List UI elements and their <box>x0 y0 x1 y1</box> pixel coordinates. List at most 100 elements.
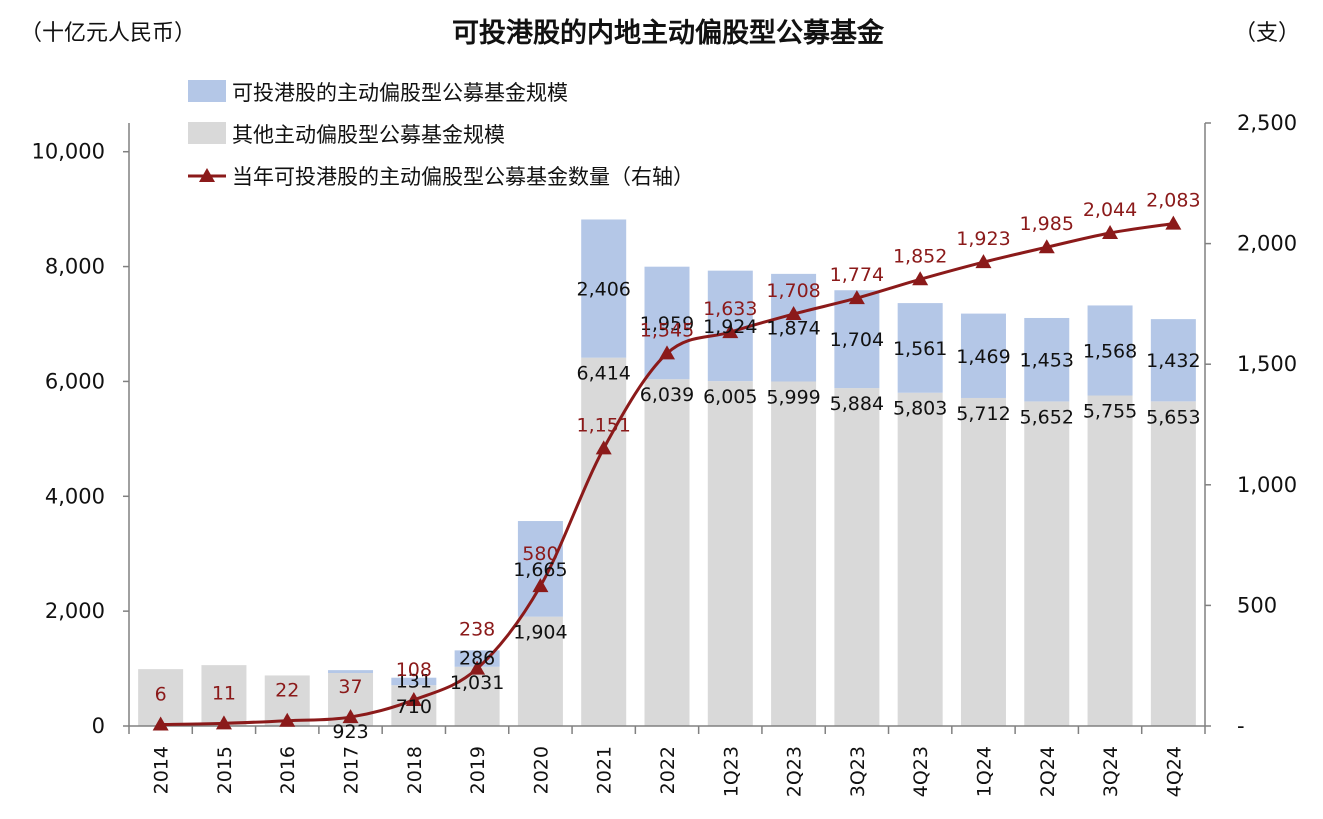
count-marker-2018 <box>405 691 422 706</box>
legend-swatch-0 <box>188 122 226 144</box>
label-other-2018: 710 <box>396 696 432 718</box>
label-count-2020: 580 <box>522 543 558 565</box>
label-hk-2021: 2,406 <box>577 279 631 301</box>
x-tick-label: 2022 <box>657 746 679 794</box>
label-count-1Q24: 1,923 <box>956 228 1010 250</box>
label-hk-2Q23: 1,874 <box>766 318 820 340</box>
left-tick-label: 8,000 <box>45 255 105 279</box>
x-tick-label: 2016 <box>277 746 299 794</box>
count-marker-4Q23 <box>912 271 929 286</box>
bar-hk-1Q24 <box>960 313 1006 398</box>
count-marker-2016 <box>279 712 296 727</box>
legend-label-2: 当年可投港股的主动偏股型公募基金数量（右轴） <box>232 165 694 189</box>
chart-title: 可投港股的内地主动偏股型公募基金 <box>452 17 885 49</box>
label-count-2015: 11 <box>212 682 236 704</box>
x-tick-label: 4Q24 <box>1163 746 1185 797</box>
x-tick-label: 2015 <box>214 746 236 794</box>
count-line <box>152 215 1182 731</box>
bar-other-2014 <box>138 669 184 726</box>
label-hk-2020: 1,665 <box>513 559 567 581</box>
left-tick-label: 0 <box>92 714 105 738</box>
label-hk-1Q23: 1,924 <box>703 316 757 338</box>
x-tick-label: 2Q23 <box>784 746 806 797</box>
label-other-2020: 1,904 <box>513 622 567 644</box>
bar-other-2022 <box>644 379 690 726</box>
count-marker-2022 <box>659 345 675 360</box>
count-marker-2021 <box>595 440 612 455</box>
right-tick-label: 500 <box>1237 593 1277 617</box>
label-other-2019: 1,031 <box>450 672 504 694</box>
bar-hk-3Q23 <box>834 290 880 389</box>
x-tick-label: 2Q24 <box>1037 746 1059 797</box>
count-marker-3Q24 <box>1102 224 1119 239</box>
bar-other-3Q23 <box>834 388 880 726</box>
bar-hk-2017 <box>328 670 374 673</box>
legend-swatch-1 <box>188 80 226 102</box>
legend: 可投港股的主动偏股型公募基金规模其他主动偏股型公募基金规模当年可投港股的主动偏股… <box>188 80 694 189</box>
count-marker-4Q24 <box>1165 215 1182 230</box>
bar-hk-3Q24 <box>1087 305 1133 396</box>
label-hk-1Q24: 1,469 <box>956 346 1010 368</box>
x-tick-label: 2017 <box>341 746 363 794</box>
count-marker-2020 <box>532 578 549 593</box>
label-count-3Q24: 2,044 <box>1083 199 1137 221</box>
bar-hk-2022 <box>644 266 690 380</box>
label-other-3Q24: 5,755 <box>1083 400 1137 422</box>
label-count-2Q24: 1,985 <box>1020 213 1074 235</box>
bar-other-4Q23 <box>897 392 943 726</box>
right-tick-label: - <box>1237 714 1245 738</box>
label-count-2022: 1,545 <box>640 319 694 341</box>
legend-line-marker <box>199 168 215 182</box>
right-tick-label: 1,500 <box>1237 352 1297 376</box>
count-marker-2019 <box>469 660 486 675</box>
bar-other-3Q24 <box>1087 395 1133 726</box>
label-count-2017: 37 <box>338 676 362 698</box>
bar-other-2Q23 <box>771 381 817 726</box>
bar-other-1Q23 <box>707 381 753 726</box>
count-marker-1Q24 <box>975 254 992 269</box>
bar-hk-2Q24 <box>1024 317 1070 402</box>
label-hk-3Q24: 1,568 <box>1083 340 1137 362</box>
label-other-4Q24: 5,653 <box>1146 406 1200 428</box>
label-count-4Q24: 2,083 <box>1146 190 1200 212</box>
bar-hk-4Q23 <box>897 303 943 393</box>
x-tick-label: 1Q23 <box>720 746 742 797</box>
bar-other-2020 <box>517 616 563 726</box>
legend-label-0: 其他主动偏股型公募基金规模 <box>232 123 505 147</box>
label-other-3Q23: 5,884 <box>830 393 884 415</box>
label-count-2019: 238 <box>459 619 495 641</box>
label-hk-2022: 1,959 <box>640 313 694 335</box>
x-tick-label: 3Q23 <box>847 746 869 797</box>
count-marker-2Q24 <box>1038 239 1055 254</box>
bar-hk-2021 <box>581 219 627 358</box>
axes: 0 2,000 4,000 6,000 8,000 10,000 - 500 1,000 1,50… <box>32 111 1298 797</box>
label-count-3Q23: 1,774 <box>830 264 884 286</box>
label-other-1Q24: 5,712 <box>956 403 1010 425</box>
label-count-1Q23: 1,633 <box>703 298 757 320</box>
right-tick-label: 1,000 <box>1237 473 1297 497</box>
label-hk-2Q24: 1,453 <box>1020 350 1074 372</box>
label-hk-4Q24: 1,432 <box>1146 350 1200 372</box>
count-marker-2015 <box>215 715 232 730</box>
bar-other-2Q24 <box>1024 401 1070 726</box>
x-tick-label: 1Q24 <box>973 746 995 797</box>
count-marker-2017 <box>342 709 359 724</box>
bar-hk-4Q24 <box>1150 319 1196 402</box>
x-tick-label: 2018 <box>404 746 426 794</box>
label-count-2021: 1,151 <box>577 414 631 436</box>
right-axis-unit: （支） <box>1234 21 1300 46</box>
count-marker-1Q23 <box>722 324 739 339</box>
label-count-2014: 6 <box>155 684 167 706</box>
x-tick-label: 4Q23 <box>910 746 932 797</box>
count-marker-2Q23 <box>785 306 802 321</box>
label-other-2017: 923 <box>332 721 368 743</box>
label-count-2016: 22 <box>275 680 299 702</box>
label-hk-2019: 286 <box>459 647 495 669</box>
bar-other-1Q24 <box>960 397 1006 726</box>
label-other-2Q23: 5,999 <box>766 386 820 408</box>
left-tick-label: 2,000 <box>45 599 105 623</box>
bar-hk-2019 <box>454 650 500 667</box>
bar-hk-2018 <box>391 677 437 686</box>
